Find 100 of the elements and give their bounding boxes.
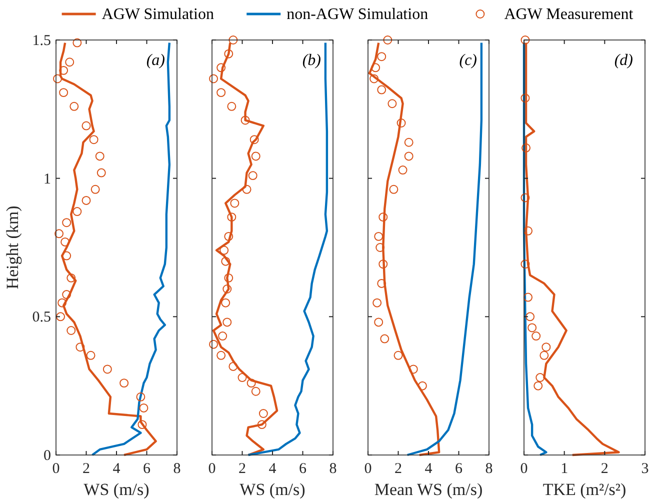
point <box>222 284 232 294</box>
x-tick-label: 2 <box>238 461 246 477</box>
point <box>76 342 85 352</box>
x-tick-label: 2 <box>82 461 90 477</box>
point <box>224 49 234 58</box>
point <box>258 409 268 418</box>
point <box>240 116 250 125</box>
point <box>250 135 259 144</box>
point <box>248 171 258 180</box>
point <box>418 381 427 390</box>
x-tick-label: 6 <box>455 461 463 477</box>
x-axis-title: Mean WS (m/s) <box>374 480 483 499</box>
point <box>62 290 72 300</box>
point <box>209 74 218 84</box>
point <box>524 226 533 236</box>
point <box>62 251 72 260</box>
x-tick-label: 0 <box>208 461 216 477</box>
point <box>528 323 537 332</box>
point <box>138 420 147 430</box>
point <box>378 212 388 222</box>
point <box>221 298 230 308</box>
point <box>370 74 379 84</box>
point <box>396 118 406 128</box>
x-tick-label: 8 <box>485 461 493 477</box>
point <box>56 312 66 322</box>
point <box>524 292 533 302</box>
point <box>72 38 82 48</box>
point <box>376 243 385 252</box>
point <box>224 232 234 241</box>
point <box>230 198 240 208</box>
point <box>220 246 229 255</box>
line-series <box>91 42 171 456</box>
point <box>377 278 386 288</box>
point <box>59 66 68 75</box>
point <box>383 36 392 44</box>
point <box>96 168 106 178</box>
y-tick-label: 0.5 <box>32 310 51 326</box>
point <box>54 229 64 238</box>
point <box>257 420 266 430</box>
point <box>66 273 76 282</box>
point <box>209 340 218 349</box>
x-tick-label: 3 <box>641 461 649 477</box>
point <box>222 318 232 327</box>
point <box>216 88 226 98</box>
point <box>228 36 238 44</box>
point <box>82 196 91 205</box>
point <box>89 135 98 144</box>
x-tick-label: 2 <box>600 461 608 477</box>
point <box>536 373 545 382</box>
point <box>374 232 384 241</box>
x-tick-label: 6 <box>299 461 307 477</box>
point <box>526 312 535 322</box>
x-tick-label: 8 <box>329 461 337 477</box>
annotation: (c) <box>459 52 477 69</box>
point <box>227 102 236 111</box>
x-tick-label: 4 <box>268 461 277 477</box>
point <box>60 237 70 246</box>
point <box>86 350 96 360</box>
x-tick-label: 2 <box>394 461 402 477</box>
legend-label: non-AGW Simulation <box>286 6 428 23</box>
point <box>371 63 380 72</box>
point <box>542 342 551 352</box>
point <box>82 121 91 130</box>
legend-label: AGW Simulation <box>102 6 214 23</box>
point <box>251 386 260 396</box>
point <box>380 334 390 344</box>
point <box>520 36 530 44</box>
x-tick-label: 0 <box>520 461 528 477</box>
legend-label: AGW Measurement <box>504 6 634 23</box>
point <box>522 143 531 152</box>
x-tick-label: 1 <box>560 461 568 477</box>
annotation: (a) <box>146 52 165 69</box>
point <box>394 350 403 360</box>
point <box>216 63 226 72</box>
point <box>227 212 236 222</box>
annotation: (b) <box>302 52 321 69</box>
x-tick-label: 8 <box>173 461 181 477</box>
point <box>228 362 238 371</box>
point <box>58 298 67 308</box>
point <box>408 364 418 374</box>
point <box>520 193 530 202</box>
x-tick-label: 0 <box>364 461 372 477</box>
point <box>242 184 252 194</box>
y-axis-title: Height (km) <box>3 206 22 290</box>
point <box>65 58 74 67</box>
point <box>90 184 100 194</box>
point <box>224 273 234 282</box>
point <box>95 152 104 161</box>
x-tick-label: 6 <box>143 461 151 477</box>
point <box>70 102 79 111</box>
point <box>66 326 76 335</box>
point <box>136 392 146 402</box>
point <box>372 298 382 308</box>
x-axis-title: WS (m/s) <box>240 480 306 499</box>
point <box>62 218 72 228</box>
point <box>139 403 148 412</box>
point <box>374 318 384 327</box>
point <box>388 99 397 108</box>
point <box>404 138 414 147</box>
point <box>377 85 386 94</box>
